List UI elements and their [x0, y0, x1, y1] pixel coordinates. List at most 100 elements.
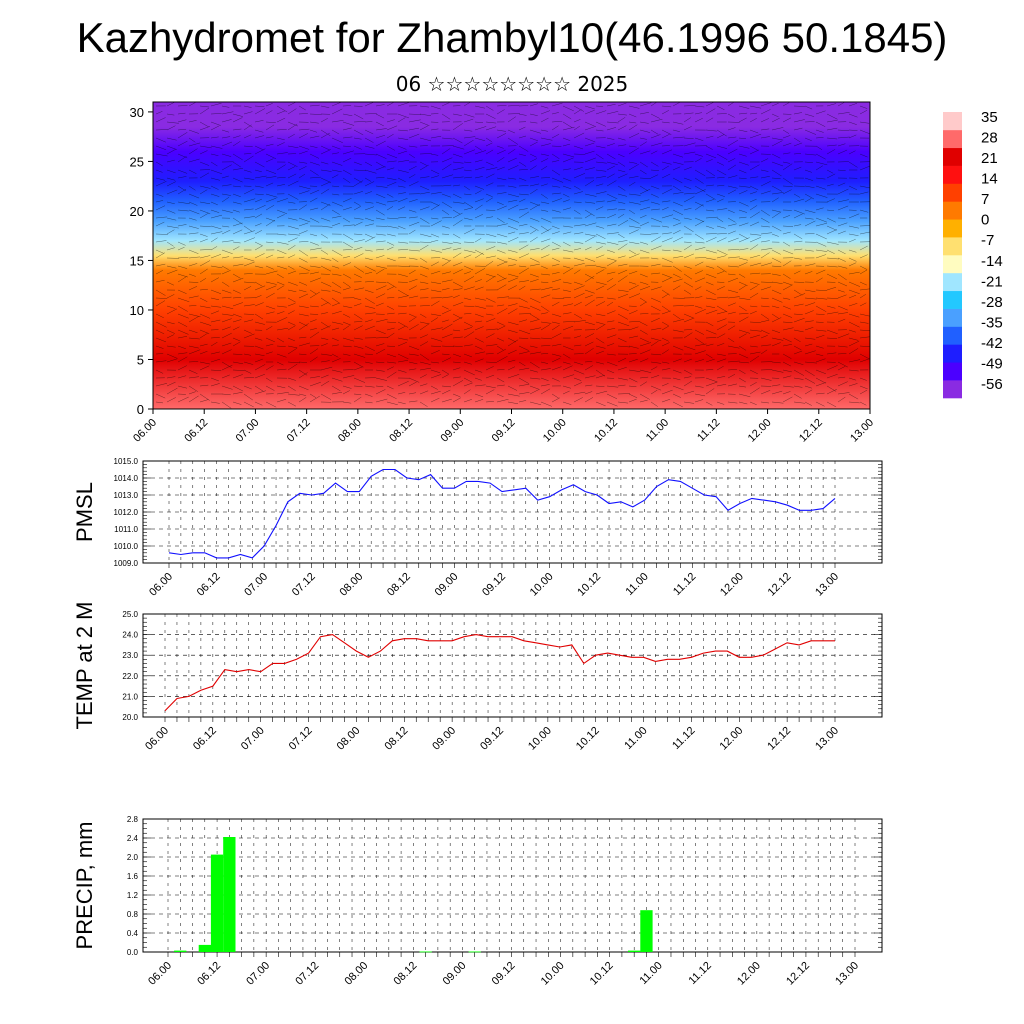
wind-barb: [672, 278, 683, 283]
wind-barb: [595, 369, 606, 377]
wind-barb: [683, 196, 695, 203]
wind-barb: [243, 198, 256, 203]
wind-barb: [562, 241, 571, 247]
wind-barb: [210, 225, 222, 230]
wind-barb: [848, 369, 859, 372]
wind-barb: [650, 389, 658, 395]
x-tick-label: 09.00: [441, 960, 469, 988]
y-tick-label: 1014.0: [114, 474, 139, 483]
wind-barb: [595, 254, 605, 259]
wind-barb: [518, 145, 529, 152]
wind-barb: [716, 184, 725, 187]
wind-barb: [672, 318, 685, 323]
wind-barb: [639, 214, 647, 219]
y-tick-label: 23.0: [122, 651, 138, 660]
wind-barb: [210, 102, 222, 107]
wind-barb: [738, 297, 751, 300]
wind-barb: [430, 220, 442, 227]
x-tick-label: 10.12: [592, 417, 620, 445]
wind-barb: [837, 265, 848, 269]
wind-barb: [254, 120, 264, 123]
wind-barb: [485, 137, 493, 143]
wind-barb: [265, 377, 273, 383]
wind-barb: [683, 177, 692, 181]
wind-barb: [485, 333, 495, 339]
wind-barb: [859, 254, 868, 259]
wind-barb: [243, 313, 255, 315]
wind-barb: [617, 384, 626, 387]
wind-barb: [287, 225, 299, 230]
wind-barb: [397, 177, 406, 183]
x-tick-label: 13.00: [813, 725, 841, 753]
wind-barb: [661, 133, 670, 139]
wind-barb: [463, 361, 472, 365]
wind-barb: [188, 129, 199, 134]
wind-barb: [232, 302, 243, 307]
wind-barb: [859, 401, 867, 406]
wind-barb: [188, 337, 200, 340]
wind-barb: [397, 192, 406, 195]
wind-barb: [749, 345, 758, 348]
wind-barb: [463, 129, 473, 132]
wind-barb: [353, 161, 362, 166]
wind-barb: [452, 262, 463, 267]
wind-barb: [507, 204, 519, 211]
wind-barb: [463, 149, 476, 155]
wind-barb: [243, 329, 252, 334]
wind-barb: [276, 152, 288, 155]
wind-barb: [705, 381, 718, 387]
wind-barb: [771, 140, 783, 147]
wind-barb: [177, 265, 188, 269]
wind-barb: [617, 137, 626, 141]
wind-barb: [331, 302, 340, 307]
wind-barb: [397, 248, 409, 251]
wind-barb: [738, 185, 751, 188]
wind-barb: [298, 372, 308, 379]
chart-subtitle: 06 ☆☆☆☆☆☆☆☆ 2025: [395, 72, 629, 96]
wind-barb: [683, 380, 693, 387]
wind-barb: [155, 300, 166, 307]
wind-barb: [628, 281, 637, 285]
wind-barb: [397, 289, 409, 297]
wind-barb: [232, 341, 241, 347]
wind-barb: [738, 345, 747, 351]
wind-barb: [441, 163, 452, 171]
wind-barb: [672, 401, 683, 408]
wind-barb: [243, 369, 252, 374]
wind-barb: [661, 305, 671, 312]
wind-barb: [408, 257, 418, 260]
wind-barb: [155, 181, 167, 187]
wind-barb: [342, 337, 355, 342]
x-tick-label: 09.12: [478, 725, 506, 753]
wind-barb: [507, 285, 517, 291]
wind-barb: [617, 366, 627, 371]
wind-barb: [496, 277, 507, 283]
wind-barb: [650, 361, 662, 364]
wind-barb: [584, 397, 594, 403]
wind-barb: [793, 193, 801, 198]
wind-barb: [573, 369, 585, 375]
wind-barb: [199, 384, 209, 387]
wind-barb: [221, 175, 229, 179]
wind-barb: [155, 249, 164, 254]
wind-barb: [375, 337, 388, 339]
wind-barb: [210, 337, 220, 339]
wind-barb: [551, 231, 560, 235]
colorbar-label: -49: [981, 355, 1003, 372]
wind-barb: [364, 265, 376, 272]
wind-barb: [617, 293, 628, 299]
wind-barb: [628, 229, 639, 235]
wind-barb: [705, 297, 717, 300]
wind-barb: [716, 161, 725, 166]
wind-barb: [672, 255, 684, 259]
wind-barb: [419, 305, 430, 307]
wind-barb: [287, 217, 298, 221]
wind-barb: [309, 176, 321, 179]
wind-barb: [804, 302, 816, 307]
wind-barb: [749, 237, 761, 243]
wind-barb: [518, 177, 527, 181]
wind-barb: [419, 288, 429, 291]
wind-barb: [474, 204, 483, 211]
wind-barb: [375, 113, 385, 119]
wind-barb: [155, 169, 163, 173]
